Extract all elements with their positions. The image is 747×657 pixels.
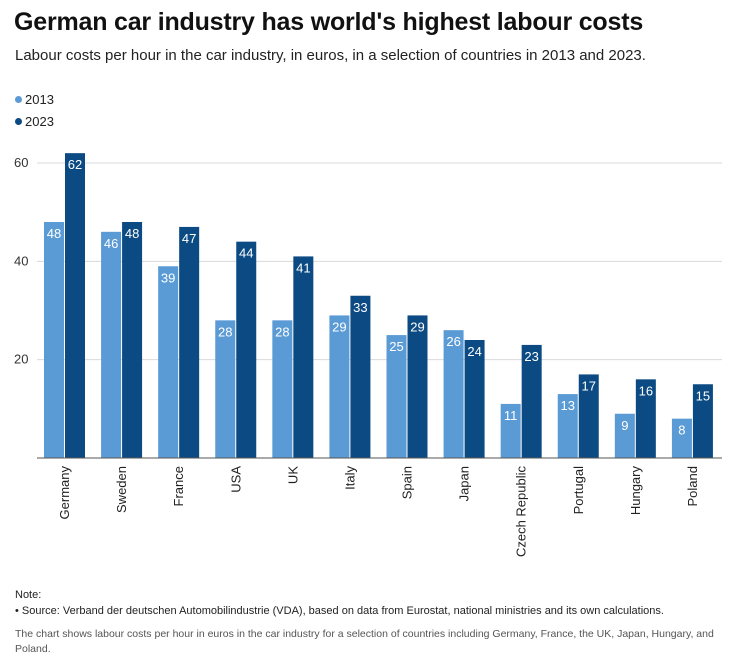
bar-value-label: 28 — [218, 324, 232, 339]
bar-2013 — [386, 335, 407, 458]
x-tick-label: Spain — [400, 466, 415, 499]
legend-swatch-2023 — [15, 117, 22, 125]
bar-2023 — [692, 384, 713, 458]
bar-value-label: 26 — [446, 334, 460, 349]
chart-subtitle: Labour costs per hour in the car industr… — [15, 47, 646, 64]
bar-2023 — [635, 379, 656, 458]
bar-2013 — [272, 320, 293, 458]
bar-2013 — [44, 222, 64, 458]
note-label: Note: — [15, 589, 42, 601]
note-source: • Source: Verband der deutschen Automobi… — [15, 605, 664, 617]
bar-2023 — [521, 344, 542, 458]
x-tick-label: Germany — [57, 466, 72, 520]
y-tick-label: 20 — [14, 352, 28, 367]
x-tick-label: USA — [228, 466, 243, 493]
legend-swatch-2013 — [15, 95, 22, 103]
bar-2023 — [464, 340, 485, 458]
bar-value-label: 44 — [239, 246, 253, 261]
bar-2013 — [158, 266, 179, 458]
bar-value-label: 29 — [410, 319, 424, 334]
bar-chart: 20 40 60 48 62 Germany 46 48 Sweden 39 47 France 28 4… — [14, 153, 722, 558]
bar-2023 — [236, 241, 257, 458]
bar-2023 — [578, 374, 599, 458]
x-tick-label: Poland — [685, 466, 700, 506]
x-tick-label: Italy — [342, 466, 357, 490]
bar-2013 — [329, 315, 350, 458]
bar-value-label: 16 — [639, 383, 653, 398]
bar-value-label: 47 — [182, 231, 196, 246]
bar-2013 — [500, 403, 521, 458]
legend-label-2013: 2013 — [25, 91, 54, 107]
bar-2023 — [407, 315, 428, 458]
bar-2023 — [122, 222, 143, 458]
bar-value-label: 33 — [353, 300, 367, 315]
bar-value-label: 41 — [296, 260, 310, 275]
bar-value-label: 24 — [467, 344, 481, 359]
bar-value-label: 28 — [275, 324, 289, 339]
bar-value-label: 8 — [678, 423, 685, 438]
bar-2023 — [350, 295, 371, 458]
bar-value-label: 39 — [161, 270, 175, 285]
bar-2023 — [179, 226, 200, 458]
legend-label-2023: 2023 — [25, 113, 54, 129]
bar-value-label: 13 — [561, 398, 575, 413]
x-tick-label: Czech Republic — [514, 466, 529, 558]
bar-2023 — [65, 153, 85, 458]
bar-2013 — [101, 231, 122, 458]
legend-item-2023: 2023 — [15, 110, 54, 132]
bar-value-label: 48 — [47, 226, 61, 241]
x-tick-label: Portugal — [571, 466, 586, 515]
legend-item-2013: 2013 — [15, 88, 54, 110]
bar-value-label: 15 — [696, 388, 710, 403]
y-tick-label: 40 — [14, 253, 28, 268]
y-tick-label: 60 — [14, 155, 28, 170]
chart-description: The chart shows labour costs per hour in… — [15, 628, 714, 655]
bar-value-label: 11 — [504, 408, 518, 423]
bar-value-label: 9 — [621, 418, 628, 433]
x-tick-label: Sweden — [114, 466, 129, 513]
x-tick-label: UK — [285, 466, 300, 484]
legend: 2013 2023 — [15, 88, 54, 132]
x-tick-label: Japan — [457, 466, 472, 501]
bar-value-label: 23 — [524, 349, 538, 364]
bar-2013 — [215, 320, 236, 458]
x-tick-label: Hungary — [628, 466, 643, 516]
bar-value-label: 25 — [389, 339, 403, 354]
x-tick-label: France — [171, 466, 186, 506]
bar-value-label: 48 — [125, 226, 139, 241]
bar-value-label: 62 — [68, 157, 82, 172]
chart-title: German car industry has world's highest … — [14, 8, 644, 36]
bar-2013 — [443, 330, 464, 458]
bar-2013 — [671, 418, 692, 458]
note: Note: • Source: Verband der deutschen Au… — [15, 587, 664, 619]
bar-value-label: 17 — [582, 378, 596, 393]
bar-2013 — [557, 394, 578, 458]
bar-2013 — [614, 413, 635, 458]
bar-value-label: 29 — [332, 319, 346, 334]
bar-2023 — [293, 256, 314, 458]
bar-value-label: 46 — [104, 236, 118, 251]
